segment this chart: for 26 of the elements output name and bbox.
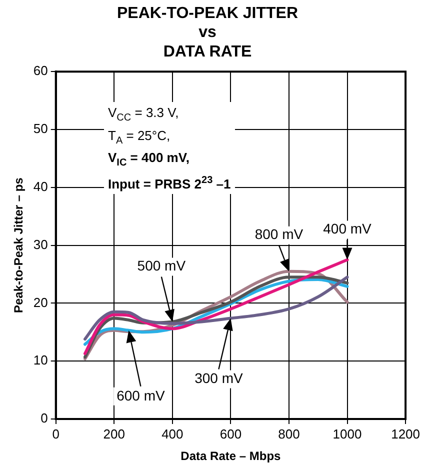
x-tick-label: 600 bbox=[220, 426, 242, 442]
x-tick-label: 1200 bbox=[391, 426, 420, 442]
annotation: T$_{A}$ = 25°C, bbox=[108, 126, 172, 148]
y-tick-label: 20 bbox=[33, 294, 48, 310]
text: 800 mV bbox=[254, 226, 304, 242]
text: 300 mV bbox=[194, 370, 244, 386]
y-tick-label: 10 bbox=[33, 352, 48, 368]
y-tick-label: 60 bbox=[33, 63, 48, 78]
y-tick-label: 50 bbox=[33, 121, 48, 136]
annotation: V$_{IC}$ = 400 mV, bbox=[108, 149, 190, 171]
y-axis-title: Peak-to-Peak Jitter – ps bbox=[12, 177, 26, 314]
annotation: Input = PRBS 2$^{23}$ –1 bbox=[108, 174, 231, 192]
x-tick-label: 800 bbox=[278, 426, 300, 442]
x-axis-title: Data Rate – Mbps bbox=[180, 449, 282, 464]
chart-title: PEAK-TO-PEAK JITTER vs DATA RATE bbox=[116, 5, 298, 60]
text: 500 mV bbox=[137, 258, 186, 274]
y-tick-label: 30 bbox=[33, 236, 48, 252]
annotation: V$_{CC}$ = 3.3 V, bbox=[108, 104, 180, 126]
text: 400 mV bbox=[323, 220, 372, 237]
x-tick-label: 400 bbox=[162, 426, 184, 442]
y-tick-label: 0 bbox=[40, 410, 48, 426]
x-tick-label: 1000 bbox=[332, 426, 362, 442]
y-tick-label: 40 bbox=[33, 178, 48, 194]
text: 600 mV bbox=[116, 387, 166, 404]
x-tick-label: 200 bbox=[103, 426, 125, 442]
x-tick-label: 0 bbox=[52, 426, 60, 442]
